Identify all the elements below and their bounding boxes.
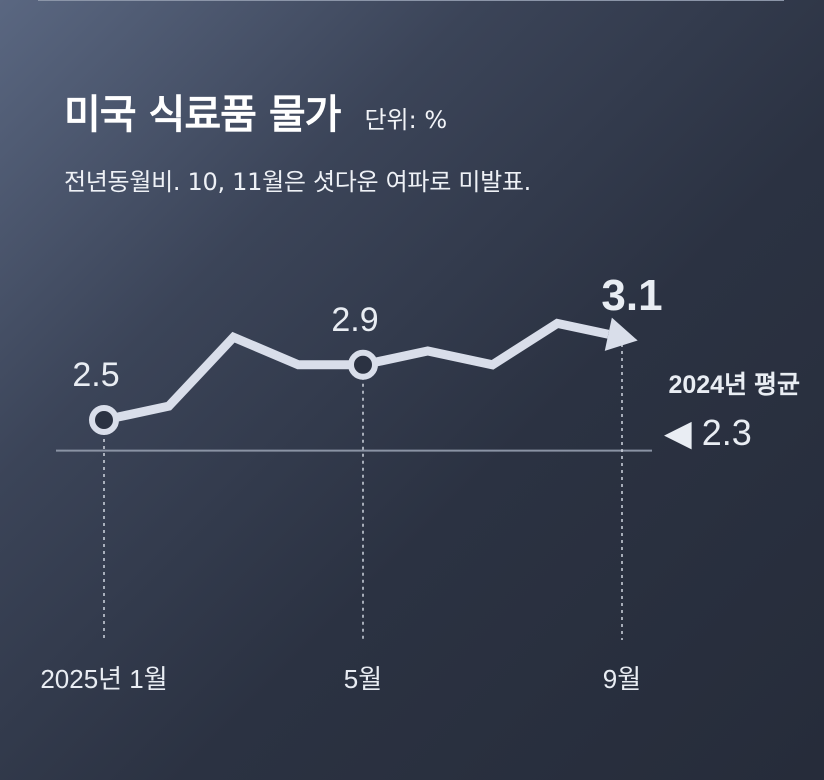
chart-title: 미국 식료품 물가 — [64, 92, 341, 138]
data-label: 2.9 — [331, 301, 378, 339]
reference-value-label: ◀ 2.3 — [664, 412, 752, 453]
x-tick-label: 9월 — [603, 664, 641, 694]
unit-label: 단위: % — [364, 106, 448, 134]
x-tick-label: 2025년 1월 — [40, 664, 167, 694]
data-label: 3.1 — [601, 271, 662, 320]
series-arrowhead — [604, 317, 638, 351]
chart-subtitle: 전년동월비. 10, 11월은 셧다운 여파로 미발표. — [64, 168, 531, 196]
data-point-marker — [89, 405, 119, 435]
reference-label: 2024년 평균 — [668, 371, 800, 399]
data-label: 2.5 — [72, 356, 119, 394]
data-point-marker — [348, 349, 378, 380]
title-row: 미국 식료품 물가 단위: % — [64, 82, 447, 140]
top-rule — [38, 0, 784, 1]
x-tick-label: 5월 — [344, 664, 382, 694]
